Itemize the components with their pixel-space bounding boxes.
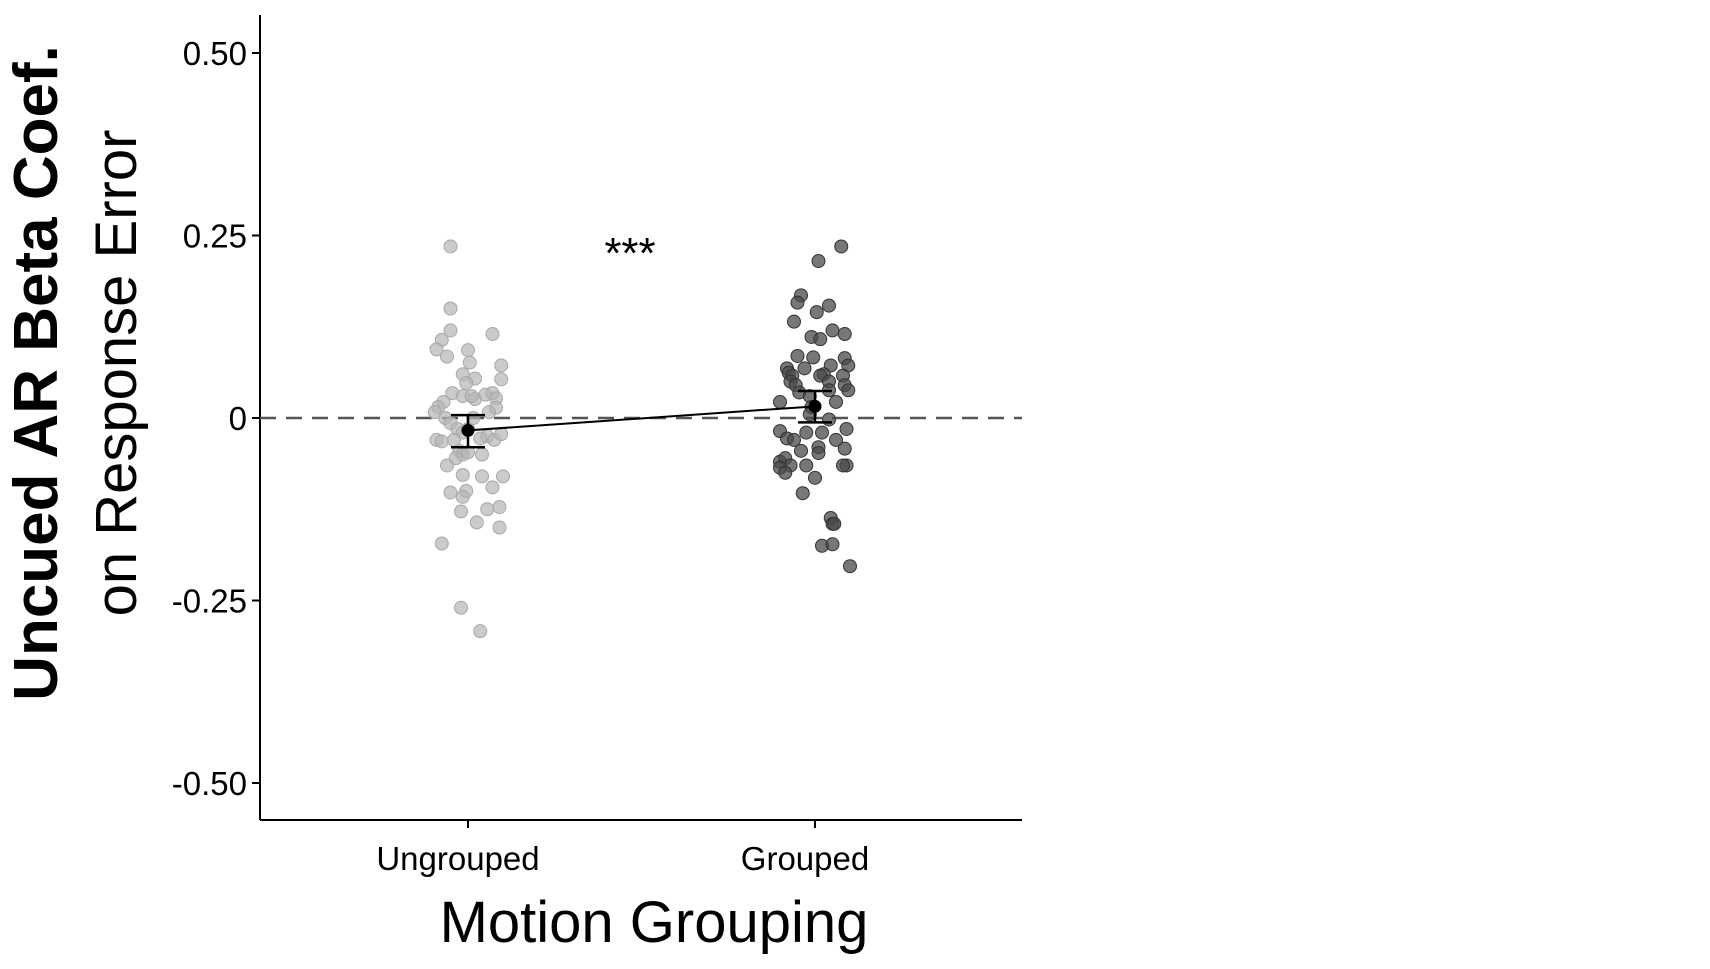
data-point (454, 600, 468, 615)
data-point (440, 349, 454, 364)
x-tick-label: Grouped (741, 840, 869, 877)
data-point (837, 441, 852, 456)
data-point (827, 516, 842, 531)
y-tick-label: 0 (229, 400, 247, 437)
data-point (778, 465, 793, 480)
y-tick-label: 0.25 (183, 218, 247, 255)
data-point (494, 358, 509, 373)
data-point (787, 314, 801, 329)
data-point (494, 372, 509, 387)
data-point (462, 355, 477, 370)
data-point (455, 467, 470, 482)
data-point (797, 361, 812, 376)
data-point (829, 394, 843, 409)
data-point (822, 298, 836, 313)
mean-point (461, 423, 475, 437)
data-point (492, 520, 507, 535)
data-point (475, 469, 489, 484)
data-point (834, 239, 849, 254)
plot-area: 0.50 0.25 0 -0.25 -0.50 Ungrouped Grouped *** (172, 15, 1022, 877)
data-point (494, 427, 509, 442)
data-point (841, 383, 856, 398)
data-point (822, 412, 836, 427)
data-point (482, 405, 496, 420)
data-point (427, 405, 442, 420)
y-axis-title-line2: on Response Error (84, 130, 149, 617)
data-point (836, 458, 850, 473)
x-tick-label: Ungrouped (376, 840, 539, 877)
data-point (473, 624, 488, 639)
data-point (790, 295, 805, 310)
data-point (809, 305, 824, 320)
significance-label: *** (604, 229, 655, 278)
data-point (440, 458, 454, 473)
data-point (475, 447, 489, 462)
data-point (461, 343, 475, 358)
data-point (794, 443, 808, 458)
data-point (469, 515, 484, 530)
data-point (829, 432, 843, 447)
y-tick-label: -0.25 (172, 583, 247, 620)
data-point (496, 469, 510, 484)
data-point (434, 536, 449, 551)
data-point (811, 446, 826, 461)
data-point (799, 458, 814, 473)
data-point (485, 327, 500, 342)
data-point (464, 389, 479, 404)
y-axis-title-line1: Uncued AR Beta Coef. (2, 45, 71, 701)
mean-connector-line (467, 405, 816, 432)
data-point (806, 350, 821, 365)
data-point (443, 239, 458, 254)
data-point (492, 500, 507, 515)
data-point (799, 425, 814, 440)
data-point (443, 301, 458, 316)
data-point (443, 485, 458, 500)
data-point (480, 502, 495, 517)
y-tick-label: -0.50 (172, 765, 247, 802)
data-point (795, 486, 810, 501)
data-point (454, 504, 468, 519)
data-point (787, 432, 801, 447)
mean-point (808, 399, 822, 413)
data-point (825, 323, 840, 338)
data-point (443, 323, 458, 338)
y-tick-label: 0.50 (183, 35, 247, 72)
data-point (825, 537, 840, 552)
data-point (473, 431, 488, 446)
data-point (485, 480, 500, 495)
data-point (843, 559, 857, 574)
data-point (808, 470, 822, 485)
data-point (790, 348, 805, 363)
data-point (459, 375, 474, 390)
data-point (813, 332, 828, 347)
data-point (815, 425, 829, 440)
data-point (839, 421, 854, 436)
data-point (837, 327, 852, 342)
data-point (455, 489, 470, 504)
data-point (811, 254, 826, 269)
data-point (429, 342, 444, 357)
y-axis-title: Uncued AR Beta Coef. on Response Error (2, 45, 149, 701)
data-point (773, 394, 787, 409)
x-axis-title: Motion Grouping (440, 890, 869, 955)
data-point (434, 434, 449, 449)
